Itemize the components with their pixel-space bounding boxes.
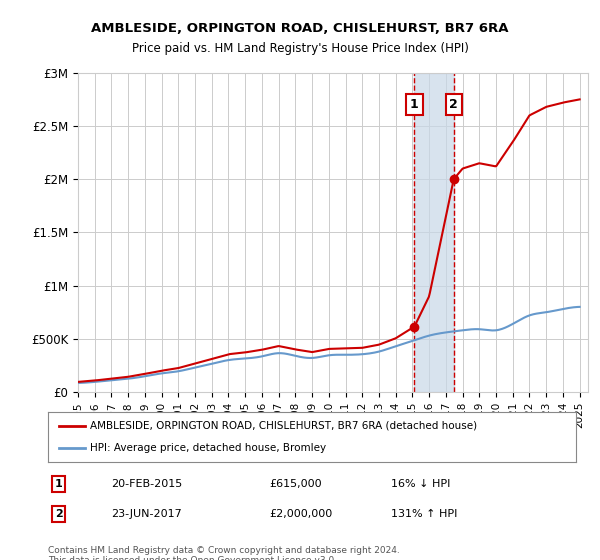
Text: Contains HM Land Registry data © Crown copyright and database right 2024.
This d: Contains HM Land Registry data © Crown c… — [48, 546, 400, 560]
Text: 23-JUN-2017: 23-JUN-2017 — [112, 509, 182, 519]
Text: 20-FEB-2015: 20-FEB-2015 — [112, 479, 182, 489]
Text: AMBLESIDE, ORPINGTON ROAD, CHISLEHURST, BR7 6RA (detached house): AMBLESIDE, ORPINGTON ROAD, CHISLEHURST, … — [90, 421, 478, 431]
Text: 1: 1 — [410, 98, 419, 111]
Text: 16% ↓ HPI: 16% ↓ HPI — [391, 479, 451, 489]
Text: 2: 2 — [449, 98, 458, 111]
Text: AMBLESIDE, ORPINGTON ROAD, CHISLEHURST, BR7 6RA: AMBLESIDE, ORPINGTON ROAD, CHISLEHURST, … — [91, 22, 509, 35]
Text: HPI: Average price, detached house, Bromley: HPI: Average price, detached house, Brom… — [90, 443, 326, 453]
Text: £615,000: £615,000 — [270, 479, 322, 489]
Text: 2: 2 — [55, 509, 62, 519]
Text: £2,000,000: £2,000,000 — [270, 509, 333, 519]
Text: Price paid vs. HM Land Registry's House Price Index (HPI): Price paid vs. HM Land Registry's House … — [131, 42, 469, 55]
Text: 1: 1 — [55, 479, 62, 489]
Bar — [415, 73, 454, 392]
Text: 131% ↑ HPI: 131% ↑ HPI — [391, 509, 458, 519]
